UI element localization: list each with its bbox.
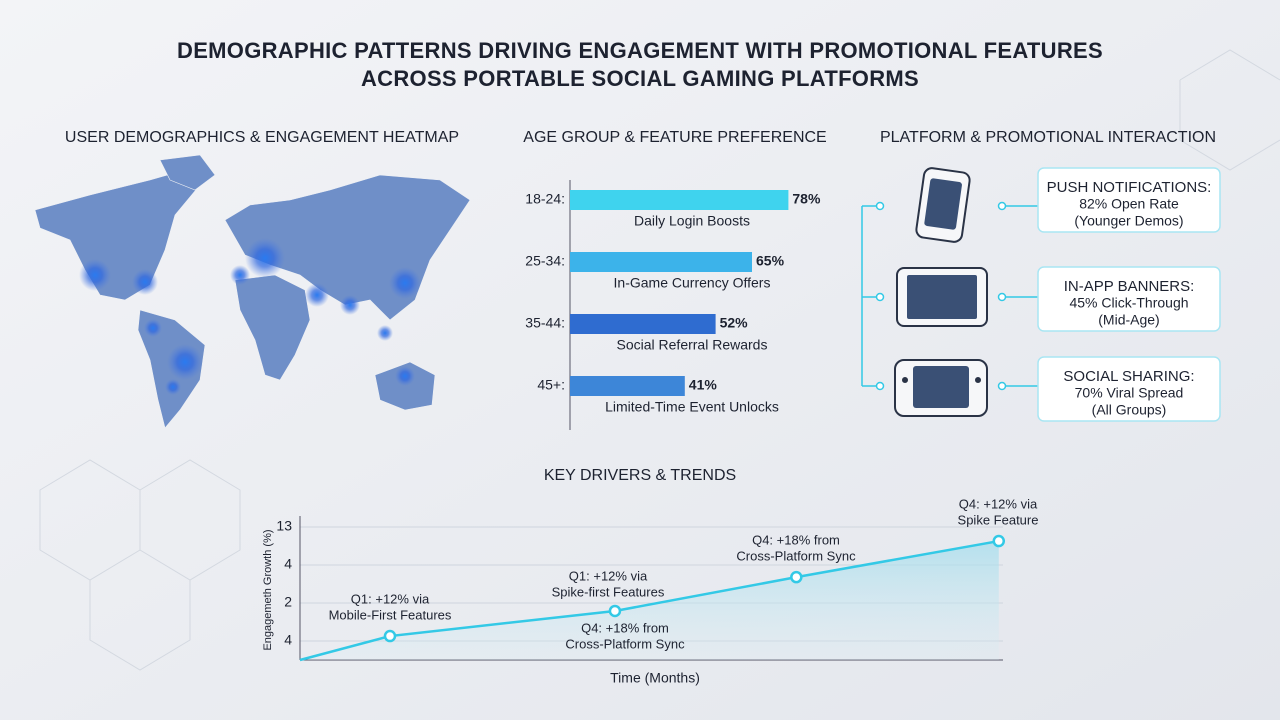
callout-box	[1037, 167, 1221, 233]
annotation: Q4: +18% from	[581, 620, 669, 635]
callout-title: SOCIAL SHARING:	[1063, 368, 1194, 385]
point	[608, 604, 622, 618]
callout-text: 82% Open Rate	[1079, 196, 1179, 212]
callout-text: (Mid-Age)	[1098, 312, 1159, 328]
point	[383, 629, 397, 643]
category-label: 18-24:	[525, 191, 565, 207]
category-label: 25-34:	[525, 253, 565, 269]
annotation: Mobile-First Features	[329, 607, 452, 622]
callout-box	[1037, 266, 1221, 332]
y-tick-label: 4	[284, 632, 292, 648]
bar	[570, 252, 752, 272]
point	[992, 534, 1006, 548]
bar-label: In-Game Currency Offers	[614, 275, 771, 291]
section-title: PLATFORM & PROMOTIONAL INTERACTION	[880, 129, 1216, 146]
annotation: Q4: +12% via	[959, 496, 1038, 511]
section-title: USER DEMOGRAPHICS & ENGAGEMENT HEATMAP	[65, 129, 459, 146]
category-label: 45+:	[537, 377, 565, 393]
annotation: Spike-first Features	[552, 584, 665, 599]
bar	[570, 376, 685, 396]
y-tick-label: 4	[284, 556, 292, 572]
y-axis-label: Engagemeth Growth (%)	[262, 529, 274, 650]
callout-text: 70% Viral Spread	[1075, 385, 1184, 401]
callout-title: IN-APP BANNERS:	[1064, 278, 1195, 295]
title-line: DEMOGRAPHIC PATTERNS DRIVING ENGAGEMENT …	[177, 38, 1103, 63]
bar	[570, 190, 789, 210]
category-label: 35-44:	[525, 315, 565, 331]
point	[790, 570, 803, 584]
value-label: 78%	[792, 191, 821, 207]
section-title: AGE GROUP & FEATURE PREFERENCE	[523, 129, 826, 146]
callout-text: (All Groups)	[1092, 402, 1167, 418]
callout-text: 45% Click-Through	[1069, 295, 1188, 311]
value-label: 65%	[756, 253, 785, 269]
callout-box	[1037, 356, 1221, 422]
annotation: Cross-Platform Sync	[565, 636, 685, 651]
bar-label: Social Referral Rewards	[617, 337, 768, 353]
annotation: Cross-Platform Sync	[736, 548, 856, 563]
area	[300, 541, 999, 660]
value-label: 41%	[689, 377, 718, 393]
device-icons	[894, 167, 988, 417]
y-tick-label: 13	[276, 518, 292, 534]
x-axis-label: Time (Months)	[610, 670, 700, 686]
bar	[570, 314, 716, 334]
callout-text: (Younger Demos)	[1074, 213, 1183, 229]
annotation: Q1: +12% via	[351, 591, 430, 606]
bar-label: Limited-Time Event Unlocks	[605, 399, 779, 415]
annotation: Spike Feature	[958, 512, 1039, 527]
annotation: Q1: +12% via	[569, 568, 648, 583]
annotation: Q4: +18% from	[752, 532, 840, 547]
value-label: 52%	[720, 315, 749, 331]
y-tick-label: 2	[284, 594, 292, 610]
bar-label: Daily Login Boosts	[634, 213, 750, 229]
hex-decoration	[39, 49, 1280, 671]
title-line: ACROSS PORTABLE SOCIAL GAMING PLATFORMS	[361, 66, 919, 91]
connectors	[861, 201, 1040, 391]
heat-spots	[79, 238, 421, 395]
callout-title: PUSH NOTIFICATIONS:	[1047, 179, 1212, 196]
section-title: KEY DRIVERS & TRENDS	[544, 467, 736, 484]
